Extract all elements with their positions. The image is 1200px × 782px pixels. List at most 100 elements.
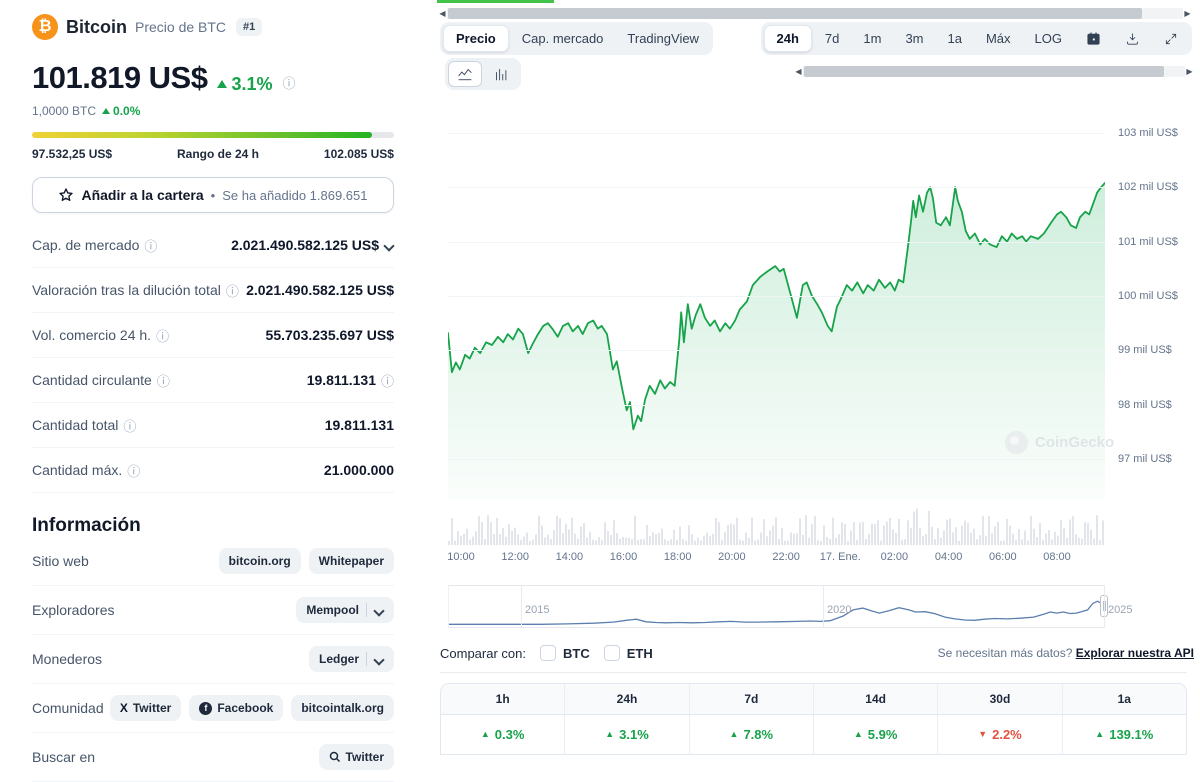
performance-table: 1h 24h 7d 14d 30d 1a ▲ 0.3% ▲ 3.1% ▲ 7.8% ▲…	[440, 683, 1187, 755]
bitcointalk-link[interactable]: bitcointalk.org	[291, 695, 394, 721]
range-24h[interactable]: 24h	[763, 25, 812, 52]
y-axis-tick: 100 mil US$	[1118, 290, 1178, 302]
scroll-left-arrow[interactable]: ◀	[439, 9, 446, 18]
website-link[interactable]: bitcoin.org	[218, 548, 301, 574]
range-7d[interactable]: 7d	[814, 25, 850, 52]
x-axis-tick: 20:00	[718, 551, 746, 563]
calendar-button[interactable]	[1075, 25, 1112, 52]
price-change-24h: 3.1%	[217, 74, 273, 95]
perf-value: ▲ 139.1%	[1095, 726, 1154, 742]
range-1a[interactable]: 1a	[937, 25, 973, 52]
info-icon[interactable]: ⓘ	[380, 373, 394, 389]
chevron-down-icon[interactable]	[384, 240, 394, 250]
perf-header-14d: 14d	[814, 684, 939, 714]
coingecko-logo-icon	[1005, 431, 1028, 454]
range-low: 97.532,25 US$	[32, 147, 113, 161]
scroll-right-arrow[interactable]: ▶	[1184, 9, 1191, 18]
section-divider	[440, 672, 1187, 673]
info-icon[interactable]: ⓘ	[156, 373, 170, 389]
scroll-right-arrow[interactable]: ▶	[1186, 67, 1193, 76]
coin-summary-panel: ₿ Bitcoin Precio de BTC #1 101.819 US$ 3…	[0, 0, 430, 782]
range-1m[interactable]: 1m	[852, 25, 892, 52]
bar-chart-icon	[495, 69, 506, 81]
expand-icon	[1165, 33, 1177, 44]
explorer-link[interactable]: Mempool	[296, 597, 394, 623]
perf-header-1a: 1a	[1117, 692, 1131, 706]
perf-header-30d: 30d	[938, 684, 1063, 714]
chart-range-scrollbar[interactable]: ◀ ▶	[794, 66, 1194, 77]
gridline	[448, 296, 1105, 297]
chart-tabs: Precio Cap. mercado TradingView	[440, 22, 713, 55]
info-icon[interactable]: ⓘ	[156, 328, 170, 344]
range-3m[interactable]: 3m	[894, 25, 934, 52]
facebook-link[interactable]: f Facebook	[189, 695, 284, 721]
x-axis-tick: 14:00	[555, 551, 584, 563]
twitter-link[interactable]: X Twitter	[109, 695, 182, 721]
stat-row-volume: Vol. comercio 24 h. ⓘ 55.703.235.697 US$	[32, 313, 394, 358]
whitepaper-link[interactable]: Whitepaper	[308, 548, 394, 574]
range-label: Rango de 24 h	[176, 147, 259, 161]
navigator-year-label: 2015	[525, 604, 550, 616]
compare-option-btc[interactable]: BTC	[539, 645, 590, 661]
info-row-website: Sitio web bitcoin.org Whitepaper	[32, 537, 394, 586]
info-icon[interactable]: ⓘ	[144, 238, 158, 254]
download-button[interactable]	[1114, 25, 1151, 52]
tab-precio[interactable]: Precio	[443, 25, 509, 52]
scrollbar-track[interactable]	[803, 66, 1185, 77]
performance-value-row: ▲ 0.3% ▲ 3.1% ▲ 7.8% ▲ 5.9% ▼ 2.2% ▲ 139.1%	[441, 715, 1186, 754]
timeline-navigator[interactable]: 2015 2020 2025	[448, 585, 1132, 628]
info-icon[interactable]: ⓘ	[127, 463, 141, 479]
price-chart[interactable]	[447, 110, 1106, 500]
search-twitter-link[interactable]: Twitter	[318, 744, 394, 770]
perf-value: ▲ 0.3%	[480, 726, 525, 742]
info-icon[interactable]: ⓘ	[225, 283, 239, 299]
y-axis-tick: 99 mil US$	[1118, 344, 1172, 357]
stats-list: Cap. de mercado ⓘ 2.021.490.582.125 US$ V…	[32, 223, 394, 493]
x-axis-tick: 12:00	[501, 551, 529, 563]
scrollbar-thumb[interactable]	[804, 66, 1164, 77]
stat-row-market-cap: Cap. de mercado ⓘ 2.021.490.582.125 US$	[32, 223, 394, 268]
rank-badge: #1	[236, 18, 263, 36]
btc-checkbox[interactable]	[539, 645, 556, 661]
arrow-up-icon	[217, 80, 228, 88]
gridline	[448, 350, 1105, 352]
fullscreen-button[interactable]	[1153, 26, 1189, 52]
x-axis-tick: 02:00	[880, 551, 909, 563]
navigator-year-label: 2020	[827, 604, 852, 616]
perf-value: ▼ 2.2%	[978, 726, 1022, 742]
range-max[interactable]: Máx	[975, 25, 1022, 52]
gridline	[448, 241, 1105, 243]
chart-panel: ◀ ▶ Precio Cap. mercado TradingView 24h …	[430, 0, 1200, 755]
explore-api-link[interactable]: Explorar nuestra API	[1075, 646, 1194, 660]
navigator-series	[449, 600, 1107, 625]
log-scale-button[interactable]: LOG	[1024, 25, 1073, 52]
gridline	[448, 132, 1105, 134]
bar-chart-toggle[interactable]	[484, 61, 518, 87]
info-icon[interactable]: ⓘ	[282, 76, 296, 91]
info-icon[interactable]: ⓘ	[123, 418, 137, 434]
api-prompt: Se necesitan más datos?	[937, 646, 1073, 660]
info-section-title: Información	[32, 515, 141, 536]
top-scrollbar[interactable]: ◀ ▶	[438, 8, 1192, 19]
add-to-portfolio-button[interactable]: Añadir a la cartera • Se ha añadido 1.86…	[32, 177, 394, 213]
line-chart-toggle[interactable]	[448, 61, 482, 87]
chevron-down-icon[interactable]	[374, 605, 384, 615]
scroll-left-arrow[interactable]: ◀	[795, 67, 802, 76]
x-axis-tick: 04:00	[934, 551, 963, 563]
wallet-link[interactable]: Ledger	[308, 646, 394, 672]
y-axis-tick: 102 mil US$	[1118, 181, 1178, 194]
tab-tradingview[interactable]: TradingView	[616, 25, 710, 52]
range-24h-bar	[32, 132, 394, 138]
x-axis-tick: 10:00	[447, 551, 475, 563]
compare-option-eth[interactable]: ETH	[603, 645, 653, 661]
info-row-search: Buscar en Twitter	[32, 733, 394, 782]
eth-checkbox[interactable]	[603, 645, 620, 661]
tab-cap-mercado[interactable]: Cap. mercado	[511, 25, 615, 52]
scrollbar-thumb[interactable]	[448, 8, 1142, 19]
perf-header-1h: 1h	[441, 684, 566, 714]
x-axis-labels: 10:00 12:00 14:00 16:00 18:00 20:00 22:00 17. E…	[447, 551, 1105, 567]
scrollbar-track[interactable]	[447, 8, 1183, 19]
download-icon	[1127, 33, 1138, 45]
chevron-down-icon[interactable]	[374, 654, 384, 664]
navigator-year-label: 2025	[1108, 604, 1133, 616]
